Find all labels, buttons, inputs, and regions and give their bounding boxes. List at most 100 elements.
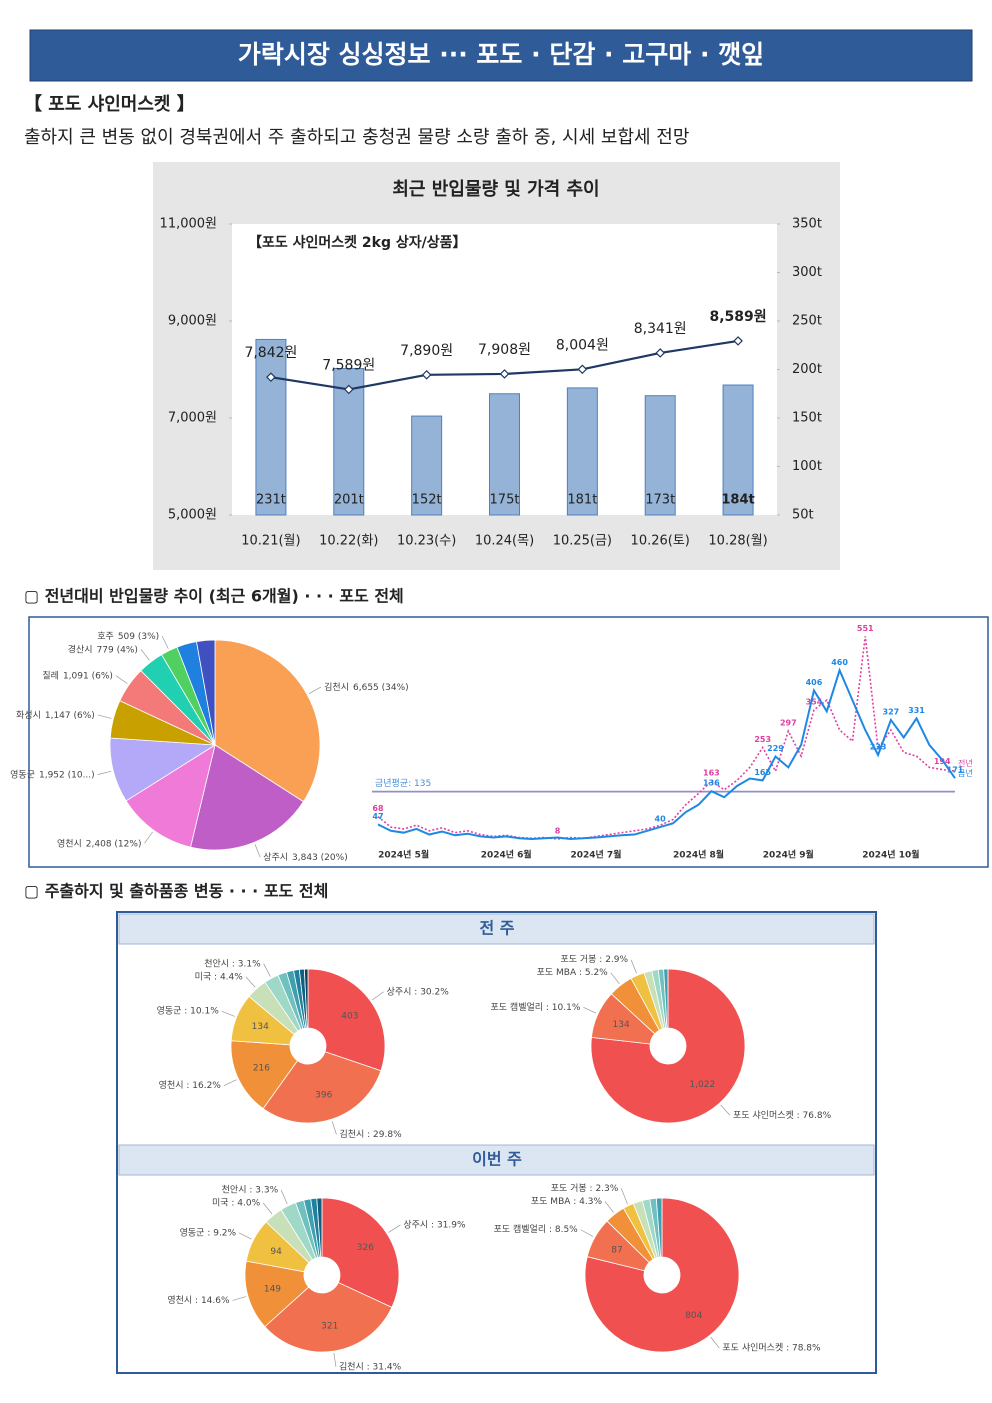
y2-tick-label: 300t (792, 265, 822, 280)
slice-label: 김천시 : 29.8% (339, 1128, 402, 1140)
slice (307, 968, 386, 1072)
slice-value-label: 216 (253, 1063, 270, 1073)
slice-label: 영천시 2,408 (12%) (57, 838, 142, 849)
marker (343, 384, 354, 395)
slice-value-label: 396 (315, 1091, 332, 1101)
slice-value-label: 149 (264, 1285, 281, 1295)
bar-label: 173t (645, 493, 675, 508)
point-label: 406 (806, 678, 823, 687)
panel-frame (116, 911, 877, 1374)
leader-line (161, 635, 169, 649)
point-label: 171 (947, 766, 964, 775)
x-tick-label: 10.24(목) (475, 534, 534, 549)
point-label: 136 (703, 779, 720, 788)
slice (584, 1197, 740, 1353)
panel-title: 전 주 (479, 919, 514, 938)
leader-line (263, 963, 271, 977)
point-label: 551 (857, 624, 874, 633)
y2-tick-label: 350t (792, 217, 822, 232)
bar-label: 201t (334, 493, 364, 508)
y2-tick-label: 150t (792, 411, 822, 426)
slice-value-label: 134 (613, 1020, 630, 1030)
y-tick-label: 7,000원 (168, 411, 217, 426)
slice-label: 상주시 : 31.9% (403, 1219, 466, 1230)
chart-subtitle: 【포도 샤인머스켓 2kg 상자/상품】 (248, 234, 467, 251)
slice-category: 화성시 (16, 709, 41, 720)
slice-label: 포도 캠벨얼리 : 10.1% (491, 1001, 581, 1013)
leader-line (620, 1188, 628, 1205)
section-heading: ▢ 전년대비 반입물량 추이 (최근 6개월) · · · 포도 전체 (24, 587, 404, 606)
point-label: 165 (754, 768, 771, 777)
point-label: 354 (806, 697, 823, 706)
leader-line (308, 686, 322, 694)
slice-value-label: 6,655 (34%) (353, 682, 409, 692)
price-label: 7,890원 (400, 343, 453, 359)
bar-label: 181t (567, 493, 597, 508)
slice-label: 천안시 : 3.3% (222, 1185, 279, 1196)
leader-line (144, 831, 153, 844)
leader-line (720, 1104, 731, 1116)
slice-label: 포도 거봉 : 2.3% (551, 1183, 619, 1194)
marker (733, 336, 743, 346)
bar-label: 184t (721, 493, 754, 508)
slice-label: 포도 샤인머스켓 : 78.8% (722, 1343, 821, 1354)
price-label: 7,908원 (478, 342, 531, 358)
x-tick-label: 2024년 8월 (673, 849, 724, 861)
slice-category: 영동군 (10, 769, 35, 780)
leader-line (245, 976, 256, 988)
panel-band (118, 913, 875, 945)
bar-label: 152t (412, 493, 442, 508)
slice-category: 김천시 (324, 680, 349, 692)
legend-label: 전년 (958, 758, 973, 768)
panel-band (118, 1144, 875, 1176)
slice-category: 호주 (97, 631, 114, 642)
x-tick-label: 2024년 9월 (763, 849, 814, 861)
point-label: 297 (780, 719, 797, 728)
slice-value-label: 1,022 (689, 1080, 715, 1090)
price-label: 8,341원 (634, 321, 687, 337)
price-label: 8,004원 (556, 337, 609, 353)
point-label: 233 (870, 743, 887, 752)
y2-tick-label: 250t (792, 314, 822, 329)
slice-value-label: 779 (4%) (97, 645, 138, 655)
slice-label: 영동군 1,952 (10...) (10, 769, 95, 780)
slice-label: 포도 샤인머스켓 : 76.8% (733, 1110, 832, 1121)
point-label: 68 (372, 804, 384, 813)
slice (303, 968, 309, 1029)
slice-label: 포도 거봉 : 2.9% (560, 954, 628, 965)
x-tick-label: 10.23(수) (397, 534, 456, 549)
slice (196, 639, 216, 746)
point-label: 47 (372, 812, 383, 821)
x-tick-label: 2024년 5월 (378, 849, 429, 861)
panel-title: 이번 주 (472, 1150, 522, 1169)
bar-label: 231t (256, 493, 286, 508)
leader-line (583, 1007, 597, 1014)
slice (655, 1197, 663, 1258)
header-bar (29, 29, 973, 82)
slice-value-label: 804 (685, 1311, 702, 1321)
leader-line (221, 1010, 235, 1017)
slice (663, 968, 669, 1029)
legend-label: 금년 (958, 768, 973, 778)
x-tick-label: 10.22(화) (319, 534, 378, 549)
x-tick-label: 2024년 6월 (481, 849, 532, 861)
slice-label: 영동군 : 10.1% (157, 1006, 220, 1017)
slice (264, 1282, 393, 1353)
slice-label: 미국 : 4.4% (195, 971, 244, 982)
y-tick-label: 9,000원 (168, 314, 217, 329)
x-tick-label: 10.25(금) (553, 534, 612, 549)
slice (244, 1260, 310, 1328)
marker (499, 369, 510, 379)
point-label: 163 (703, 769, 720, 778)
slice-label: 경산시 779 (4%) (68, 643, 138, 655)
leader-line (388, 1224, 401, 1233)
slice-label: 미국 : 4.0% (212, 1198, 261, 1209)
leader-line (610, 972, 620, 984)
leader-line (97, 714, 112, 719)
slice-value-label: 403 (341, 1012, 358, 1022)
point-label: 8 (555, 827, 561, 836)
slice-label: 김천시 6,655 (34%) (324, 680, 409, 692)
chart-title: 최근 반입물량 및 가격 추이 (392, 178, 599, 200)
y2-tick-label: 100t (792, 459, 822, 474)
marker (655, 348, 666, 358)
